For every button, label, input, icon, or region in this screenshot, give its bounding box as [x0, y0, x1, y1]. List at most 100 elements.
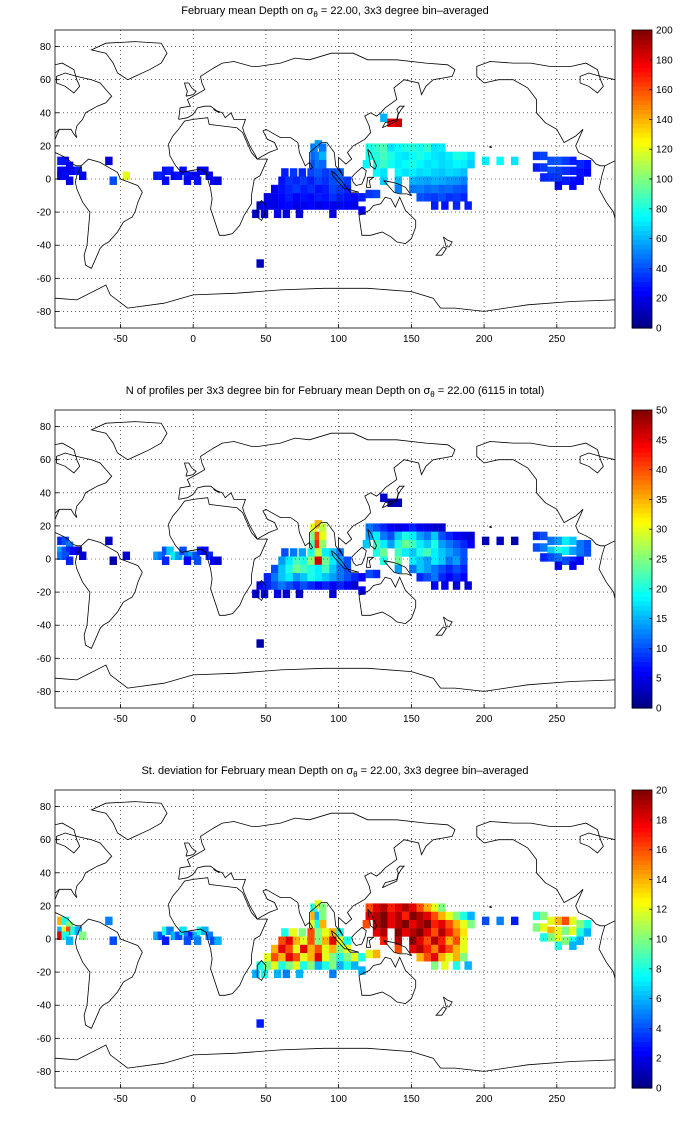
data-bin [445, 564, 453, 574]
data-bin [61, 166, 69, 176]
colorbar-segment [632, 314, 652, 320]
data-bin [547, 166, 555, 176]
data-bin [343, 176, 352, 185]
data-bin [576, 176, 584, 185]
data-bin [372, 189, 381, 199]
title-sigma: σ [423, 385, 431, 397]
data-bin [460, 176, 468, 185]
colorbar-tick-label: 20 [656, 294, 668, 305]
colorbar-segment [632, 694, 652, 700]
data-bin [263, 201, 272, 210]
data-bin [423, 176, 432, 185]
colorbar-segment [632, 948, 652, 954]
data-bin [319, 159, 327, 169]
colorbar-segment [632, 1032, 652, 1038]
coastline [489, 145, 493, 148]
data-bin [281, 168, 289, 177]
data-bin [401, 919, 410, 929]
data-bin [467, 151, 475, 161]
data-bin [540, 543, 548, 552]
colorbar-segment [632, 845, 652, 852]
colorbar-segment [632, 549, 652, 555]
colorbar-segment [632, 76, 652, 82]
data-bin [372, 903, 381, 912]
colorbar-segment [632, 559, 652, 565]
data-bin [307, 936, 315, 945]
data-bin [445, 556, 453, 565]
colorbar-segment [632, 897, 652, 903]
data-bin [196, 166, 205, 176]
data-bin [554, 916, 563, 926]
data-bin [256, 581, 264, 590]
data-bin [188, 931, 196, 940]
data-bin [423, 928, 432, 937]
data-bin [321, 556, 330, 565]
data-bin [358, 573, 366, 582]
data-bin [321, 184, 330, 194]
data-bin [583, 919, 592, 929]
data-bin [452, 539, 461, 549]
coastline [256, 959, 267, 981]
colorbar-segment [632, 211, 652, 217]
data-bin [314, 919, 323, 929]
colorbar-tick-label: 120 [656, 145, 673, 156]
colorbar-segment [632, 286, 652, 292]
data-bin [298, 168, 307, 177]
data-bin [166, 546, 174, 556]
chart-title: February mean Depth on σθ = 22.00, 3x3 d… [55, 5, 615, 19]
colorbar-segment [632, 253, 652, 259]
data-bin [336, 953, 344, 962]
data-bin [445, 911, 453, 921]
data-bin [175, 171, 183, 180]
data-bin [554, 941, 563, 950]
data-bin [281, 548, 289, 557]
y-tick-label: 20 [40, 521, 52, 532]
data-bin [314, 140, 323, 149]
data-bin [314, 911, 323, 921]
colorbar-segment [632, 799, 652, 805]
data-bin [372, 949, 381, 959]
data-bin [460, 919, 468, 929]
data-bin [358, 206, 366, 215]
data-bin [358, 953, 366, 962]
data-bin [423, 151, 432, 161]
colorbar-segment [632, 309, 652, 315]
coastline [435, 246, 447, 256]
colorbar-segment [632, 197, 652, 203]
data-bin [431, 581, 439, 590]
data-bin [569, 936, 577, 945]
data-bin [460, 944, 468, 954]
coastline [476, 441, 615, 524]
colorbar-tick-label: 45 [656, 435, 668, 446]
data-bin [438, 903, 446, 912]
data-bin [300, 564, 308, 574]
data-bin [431, 539, 439, 549]
data-bin [547, 916, 555, 926]
colorbar-segment [632, 999, 652, 1005]
colorbar-segment [632, 517, 652, 523]
data-bin [282, 589, 291, 599]
y-tick-label: -80 [37, 1067, 52, 1078]
data-bin [153, 931, 161, 940]
data-bin [540, 923, 548, 932]
data-bin [289, 168, 298, 177]
data-bin [278, 944, 286, 954]
data-bin [343, 556, 352, 565]
data-bin [401, 151, 410, 161]
data-bin [278, 581, 286, 590]
chart-title: St. deviation for February mean Depth on… [55, 765, 615, 779]
data-bin [307, 581, 315, 590]
colorbar-segment [632, 545, 652, 551]
colorbar-segment [632, 563, 652, 569]
coastline [598, 925, 615, 979]
colorbar-segment [632, 869, 652, 875]
data-bin [285, 176, 293, 185]
data-bin [401, 548, 410, 557]
colorbar-segment [632, 410, 652, 416]
colorbar-segment [632, 461, 652, 467]
colorbar-segment [632, 1050, 652, 1057]
data-bin [394, 168, 403, 177]
coastline [381, 865, 405, 889]
data-bin [561, 176, 570, 185]
data-bin [380, 539, 388, 549]
